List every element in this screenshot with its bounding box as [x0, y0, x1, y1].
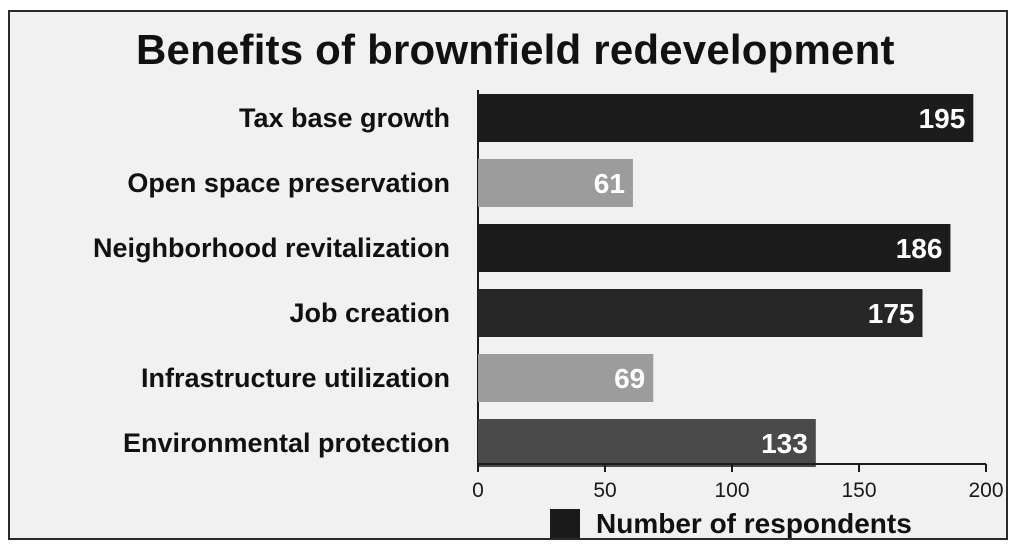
x-tick-label: 0: [472, 479, 484, 502]
value-label: 186: [896, 233, 943, 264]
bar-6: [478, 419, 816, 467]
legend-label: Number of respondents: [596, 508, 912, 539]
legend: Number of respondents: [550, 508, 912, 539]
chart-frame: Benefits of brownfield redevelopment Tax…: [8, 10, 1008, 540]
value-label: 133: [761, 428, 808, 459]
x-tick-label: 200: [968, 479, 1003, 502]
bar-4: [478, 289, 923, 337]
category-label: Infrastructure utilization: [141, 363, 450, 393]
chart-title: Benefits of brownfield redevelopment: [136, 26, 895, 73]
value-label: 61: [594, 168, 625, 199]
category-label: Job creation: [289, 298, 450, 328]
category-label: Tax base growth: [239, 103, 450, 133]
category-label: Open space preservation: [127, 168, 450, 198]
x-tick-label: 100: [714, 479, 749, 502]
bar-2: [478, 159, 633, 207]
value-label: 175: [868, 298, 915, 329]
x-tick-label: 150: [841, 479, 876, 502]
bar-1: [478, 94, 974, 142]
bar-5: [478, 354, 654, 402]
bar-chart: Tax base growth 195 Open space preservatio…: [93, 90, 1004, 502]
value-label: 69: [614, 363, 645, 394]
category-label: Environmental protection: [123, 428, 450, 458]
value-label: 195: [919, 103, 966, 134]
bar-3: [478, 224, 951, 272]
category-label: Neighborhood revitalization: [93, 233, 450, 263]
legend-swatch: [550, 509, 580, 538]
x-tick-label: 50: [593, 479, 616, 502]
